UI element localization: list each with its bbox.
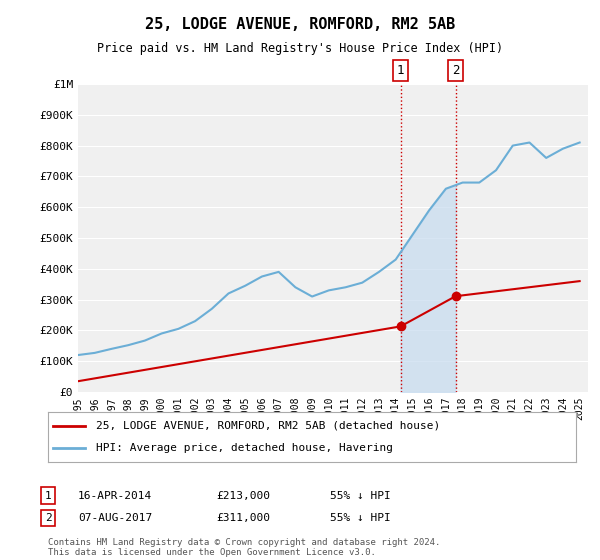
Text: HPI: Average price, detached house, Havering: HPI: Average price, detached house, Have… (95, 443, 392, 453)
Text: Price paid vs. HM Land Registry's House Price Index (HPI): Price paid vs. HM Land Registry's House … (97, 42, 503, 55)
Text: 25, LODGE AVENUE, ROMFORD, RM2 5AB (detached house): 25, LODGE AVENUE, ROMFORD, RM2 5AB (deta… (95, 421, 440, 431)
Text: Contains HM Land Registry data © Crown copyright and database right 2024.
This d: Contains HM Land Registry data © Crown c… (48, 538, 440, 557)
Text: 55% ↓ HPI: 55% ↓ HPI (330, 513, 391, 523)
Text: 1: 1 (44, 491, 52, 501)
Text: 16-APR-2014: 16-APR-2014 (78, 491, 152, 501)
Text: 07-AUG-2017: 07-AUG-2017 (78, 513, 152, 523)
Text: 2: 2 (452, 64, 460, 77)
Text: 25, LODGE AVENUE, ROMFORD, RM2 5AB: 25, LODGE AVENUE, ROMFORD, RM2 5AB (145, 17, 455, 32)
Text: 1: 1 (397, 64, 404, 77)
Text: £213,000: £213,000 (216, 491, 270, 501)
Text: 55% ↓ HPI: 55% ↓ HPI (330, 491, 391, 501)
Text: £311,000: £311,000 (216, 513, 270, 523)
Text: 2: 2 (44, 513, 52, 523)
